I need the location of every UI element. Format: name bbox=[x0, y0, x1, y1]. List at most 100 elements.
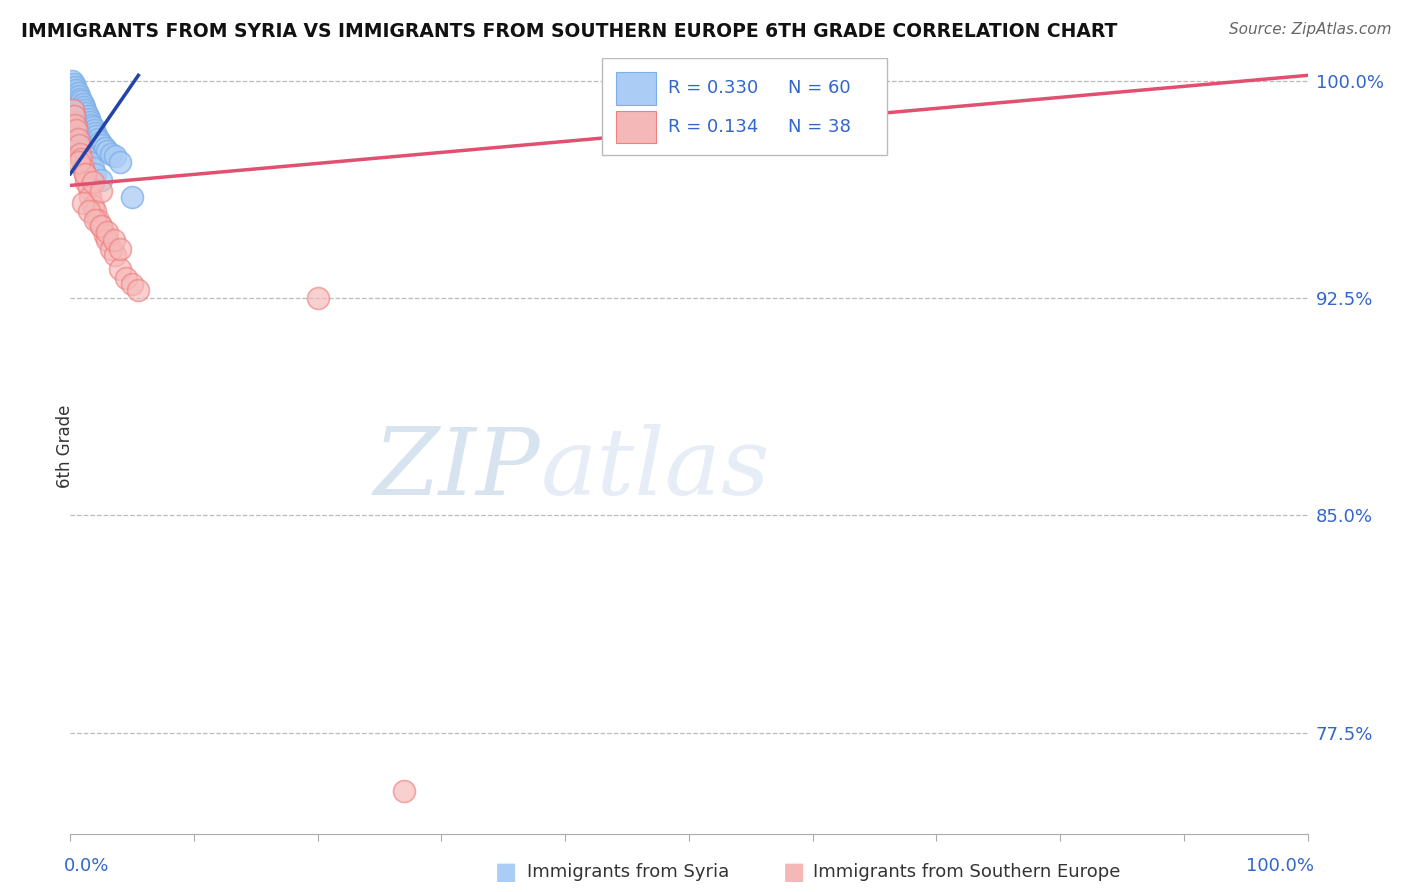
Point bbox=[69, 91, 91, 105]
Point bbox=[70, 153, 93, 167]
Point bbox=[72, 103, 94, 117]
FancyBboxPatch shape bbox=[616, 72, 655, 104]
Point bbox=[121, 277, 143, 291]
Text: Immigrants from Southern Europe: Immigrants from Southern Europe bbox=[813, 863, 1121, 881]
Point bbox=[77, 204, 100, 219]
Point bbox=[83, 123, 105, 137]
Point bbox=[84, 213, 107, 227]
Point bbox=[121, 190, 143, 204]
Point bbox=[63, 77, 86, 91]
Point bbox=[62, 91, 84, 105]
Point bbox=[75, 167, 97, 181]
Point bbox=[65, 97, 87, 112]
Point bbox=[73, 100, 96, 114]
Point bbox=[307, 291, 329, 305]
Point bbox=[77, 112, 100, 126]
Point bbox=[63, 109, 86, 123]
Point bbox=[62, 103, 84, 117]
Point bbox=[80, 118, 103, 132]
Point bbox=[72, 195, 94, 210]
Point bbox=[103, 234, 125, 248]
FancyBboxPatch shape bbox=[616, 111, 655, 144]
Point bbox=[108, 242, 131, 256]
Point bbox=[104, 248, 127, 262]
Text: atlas: atlas bbox=[540, 425, 770, 515]
Point bbox=[84, 129, 107, 144]
Point bbox=[96, 225, 118, 239]
Point bbox=[63, 109, 86, 123]
Point bbox=[70, 95, 93, 109]
Point bbox=[86, 132, 108, 146]
Point bbox=[115, 271, 138, 285]
Point bbox=[65, 86, 87, 100]
Point bbox=[63, 88, 86, 103]
Point bbox=[100, 242, 122, 256]
Point bbox=[90, 219, 112, 233]
Text: Immigrants from Syria: Immigrants from Syria bbox=[527, 863, 730, 881]
Point bbox=[66, 97, 89, 112]
Text: ■: ■ bbox=[495, 861, 517, 884]
Point bbox=[67, 88, 90, 103]
Point bbox=[63, 95, 86, 109]
Text: R = 0.330: R = 0.330 bbox=[668, 79, 758, 97]
Text: 100.0%: 100.0% bbox=[1246, 857, 1313, 875]
Point bbox=[72, 97, 94, 112]
Point bbox=[77, 155, 100, 169]
Point bbox=[75, 106, 97, 120]
Point bbox=[82, 176, 104, 190]
Point bbox=[108, 262, 131, 277]
Point bbox=[62, 86, 84, 100]
Point bbox=[72, 161, 94, 175]
Point bbox=[94, 141, 117, 155]
Point bbox=[96, 234, 118, 248]
Point bbox=[108, 155, 131, 169]
Point bbox=[79, 114, 101, 128]
Point bbox=[63, 83, 86, 97]
Point bbox=[65, 123, 87, 137]
Point bbox=[82, 161, 104, 175]
Point bbox=[100, 146, 122, 161]
Point bbox=[65, 120, 87, 135]
Point bbox=[66, 126, 89, 140]
Point bbox=[104, 149, 127, 163]
Point bbox=[75, 176, 97, 190]
Point bbox=[69, 97, 91, 112]
Point bbox=[394, 783, 416, 797]
Point bbox=[66, 91, 89, 105]
Point bbox=[67, 155, 90, 169]
Point bbox=[65, 83, 87, 97]
Point bbox=[67, 132, 90, 146]
Text: ■: ■ bbox=[783, 861, 806, 884]
Text: IMMIGRANTS FROM SYRIA VS IMMIGRANTS FROM SOUTHERN EUROPE 6TH GRADE CORRELATION C: IMMIGRANTS FROM SYRIA VS IMMIGRANTS FROM… bbox=[21, 22, 1118, 41]
Point bbox=[65, 114, 87, 128]
Point bbox=[70, 100, 93, 114]
Point bbox=[96, 144, 118, 158]
Point bbox=[91, 137, 114, 152]
Point bbox=[84, 167, 107, 181]
Point bbox=[76, 109, 98, 123]
Text: ZIP: ZIP bbox=[374, 425, 540, 515]
Point bbox=[65, 88, 87, 103]
Point bbox=[82, 120, 104, 135]
Point bbox=[75, 103, 97, 117]
Point bbox=[69, 137, 91, 152]
FancyBboxPatch shape bbox=[602, 58, 887, 155]
Text: Source: ZipAtlas.com: Source: ZipAtlas.com bbox=[1229, 22, 1392, 37]
Point bbox=[86, 213, 108, 227]
Point bbox=[65, 79, 87, 94]
Point bbox=[84, 126, 107, 140]
Point bbox=[62, 103, 84, 117]
Point bbox=[90, 184, 112, 198]
Point bbox=[77, 181, 100, 195]
Point bbox=[66, 132, 89, 146]
Point bbox=[75, 149, 97, 163]
Point bbox=[65, 95, 87, 109]
Point bbox=[94, 227, 117, 242]
Point bbox=[67, 137, 90, 152]
Y-axis label: 6th Grade: 6th Grade bbox=[56, 404, 73, 488]
Point bbox=[66, 86, 89, 100]
Text: N = 60: N = 60 bbox=[787, 79, 851, 97]
Point bbox=[67, 100, 90, 114]
Point bbox=[127, 283, 149, 297]
Text: R = 0.134: R = 0.134 bbox=[668, 118, 758, 136]
